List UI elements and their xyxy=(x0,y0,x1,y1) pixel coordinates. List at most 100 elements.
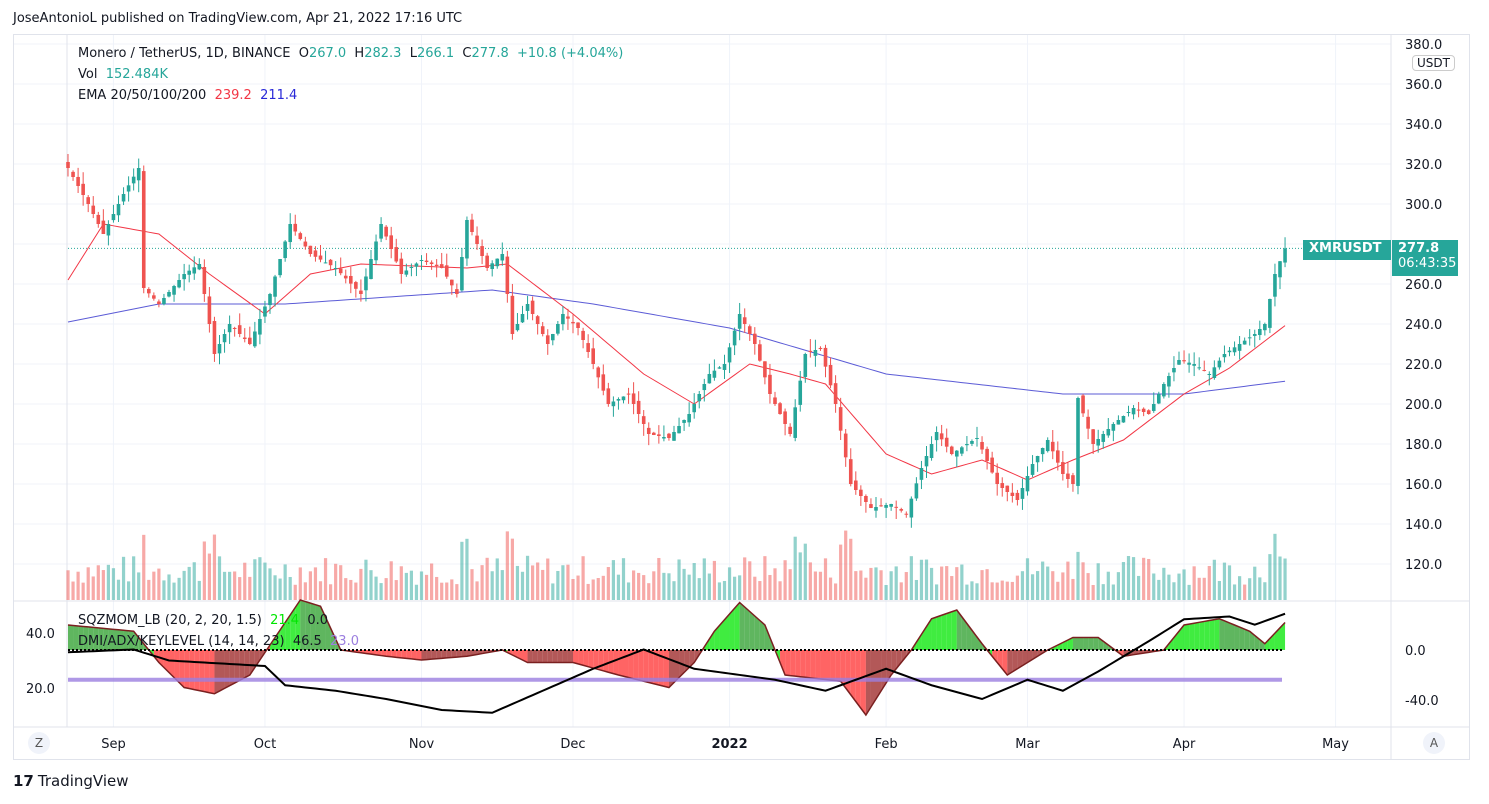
momentum-area xyxy=(204,650,210,693)
candle-body xyxy=(349,275,353,284)
volume-bar xyxy=(96,565,100,600)
candle-body xyxy=(364,276,368,291)
momentum-area xyxy=(653,650,659,685)
momentum-area xyxy=(956,610,962,650)
momentum-area xyxy=(573,650,579,664)
volume-bar xyxy=(1116,572,1120,600)
volume-bar xyxy=(1227,565,1232,600)
momentum-area xyxy=(886,650,892,683)
volume-bar xyxy=(717,582,722,600)
momentum-area xyxy=(275,630,281,650)
momentum-area xyxy=(426,650,432,660)
volume-bar xyxy=(834,583,838,600)
volume-bar xyxy=(430,563,434,600)
volume-bar xyxy=(303,582,307,600)
momentum-area xyxy=(1234,625,1240,650)
candle-body xyxy=(672,432,676,441)
auto-scale-button[interactable]: A xyxy=(1423,732,1445,754)
candle-body xyxy=(566,316,570,319)
volume-bar xyxy=(1197,577,1201,600)
candle-body xyxy=(192,267,197,274)
time-tick: Mar xyxy=(1015,737,1040,752)
candle-body xyxy=(308,245,313,254)
candle-body xyxy=(1076,398,1080,486)
volume-bar xyxy=(1142,557,1146,600)
volume-bar xyxy=(1051,571,1055,600)
volume-bar xyxy=(536,562,540,600)
candle-body xyxy=(884,505,888,508)
momentum-area xyxy=(1209,619,1215,650)
volume-bar xyxy=(899,582,903,600)
candle-body xyxy=(323,262,328,264)
candle-body xyxy=(798,380,803,405)
volume-bar xyxy=(1278,556,1282,600)
volume-bar xyxy=(940,566,944,600)
ema20-line xyxy=(67,223,1286,481)
candle-body xyxy=(1061,462,1065,474)
symbol-title[interactable]: Monero / TetherUS, 1D, BINANCE xyxy=(78,46,291,61)
volume-bar xyxy=(955,567,959,600)
price-tick: 220.0 xyxy=(1405,358,1442,373)
momentum-area xyxy=(406,650,412,659)
candle-body xyxy=(182,274,186,280)
volume-bar xyxy=(475,581,479,600)
momentum-area xyxy=(835,650,841,682)
candle-body xyxy=(657,434,661,436)
candle-body xyxy=(384,226,388,237)
candle-body xyxy=(197,264,202,270)
momentum-area xyxy=(901,650,907,663)
candle-body xyxy=(1187,362,1191,365)
momentum-area xyxy=(199,650,205,692)
candle-body xyxy=(202,267,207,294)
momentum-area xyxy=(1224,620,1230,650)
momentum-area xyxy=(1083,637,1089,650)
candle-body xyxy=(919,468,924,480)
candle-body xyxy=(232,327,237,329)
volume-bar xyxy=(556,570,560,600)
price-tick: 200.0 xyxy=(1405,398,1442,413)
volume-bar xyxy=(1030,574,1035,600)
volume-bar xyxy=(404,572,408,600)
candle-body xyxy=(116,204,121,216)
volume-bar xyxy=(990,582,994,600)
volume-bar xyxy=(849,538,853,600)
candle-body xyxy=(455,289,459,294)
candle-body xyxy=(177,280,181,288)
vol-label[interactable]: Vol xyxy=(78,67,98,82)
sqzmom-legend: SQZMOM_LB (20, 2, 20, 1.5) 21.4 0.0 xyxy=(78,613,328,628)
time-tick: Oct xyxy=(254,737,276,752)
dmi-label[interactable]: DMI/ADX/KEYLEVEL (14, 14, 23) xyxy=(78,634,285,649)
volume-bar xyxy=(919,559,924,600)
vol-value: 152.484K xyxy=(105,67,169,82)
momentum-area xyxy=(966,623,972,650)
zoom-button[interactable]: Z xyxy=(28,732,50,754)
candle-body xyxy=(1066,473,1070,479)
candle-body xyxy=(222,334,227,343)
candle-body xyxy=(773,397,777,404)
volume-bar xyxy=(197,580,201,600)
momentum-area xyxy=(108,628,114,650)
volume-bar xyxy=(924,559,929,600)
sqzmom-label[interactable]: SQZMOM_LB (20, 2, 20, 1.5) xyxy=(78,613,262,628)
momentum-area xyxy=(633,650,639,680)
candle-body xyxy=(848,459,853,484)
candle-body xyxy=(520,314,525,323)
volume-bar xyxy=(1126,556,1131,600)
candle-body xyxy=(1040,448,1045,455)
momentum-area xyxy=(961,616,967,650)
volume-bar xyxy=(238,577,242,600)
volume-bar xyxy=(127,581,131,600)
volume-bar xyxy=(1207,565,1211,600)
volume-bar xyxy=(561,565,565,600)
candle-body xyxy=(273,276,277,297)
tradingview-logo[interactable]: 𝟭𝟳 TradingView xyxy=(13,772,129,790)
symbol-price-label: XMRUSDT xyxy=(1303,240,1391,260)
candle-body xyxy=(854,480,858,490)
momentum-area xyxy=(1173,631,1179,650)
ema-label[interactable]: EMA 20/50/100/200 xyxy=(78,88,207,103)
volume-bar xyxy=(298,567,302,600)
volume-bar xyxy=(813,571,817,600)
currency-button[interactable]: USDT xyxy=(1412,55,1455,71)
volume-bar xyxy=(344,578,348,600)
